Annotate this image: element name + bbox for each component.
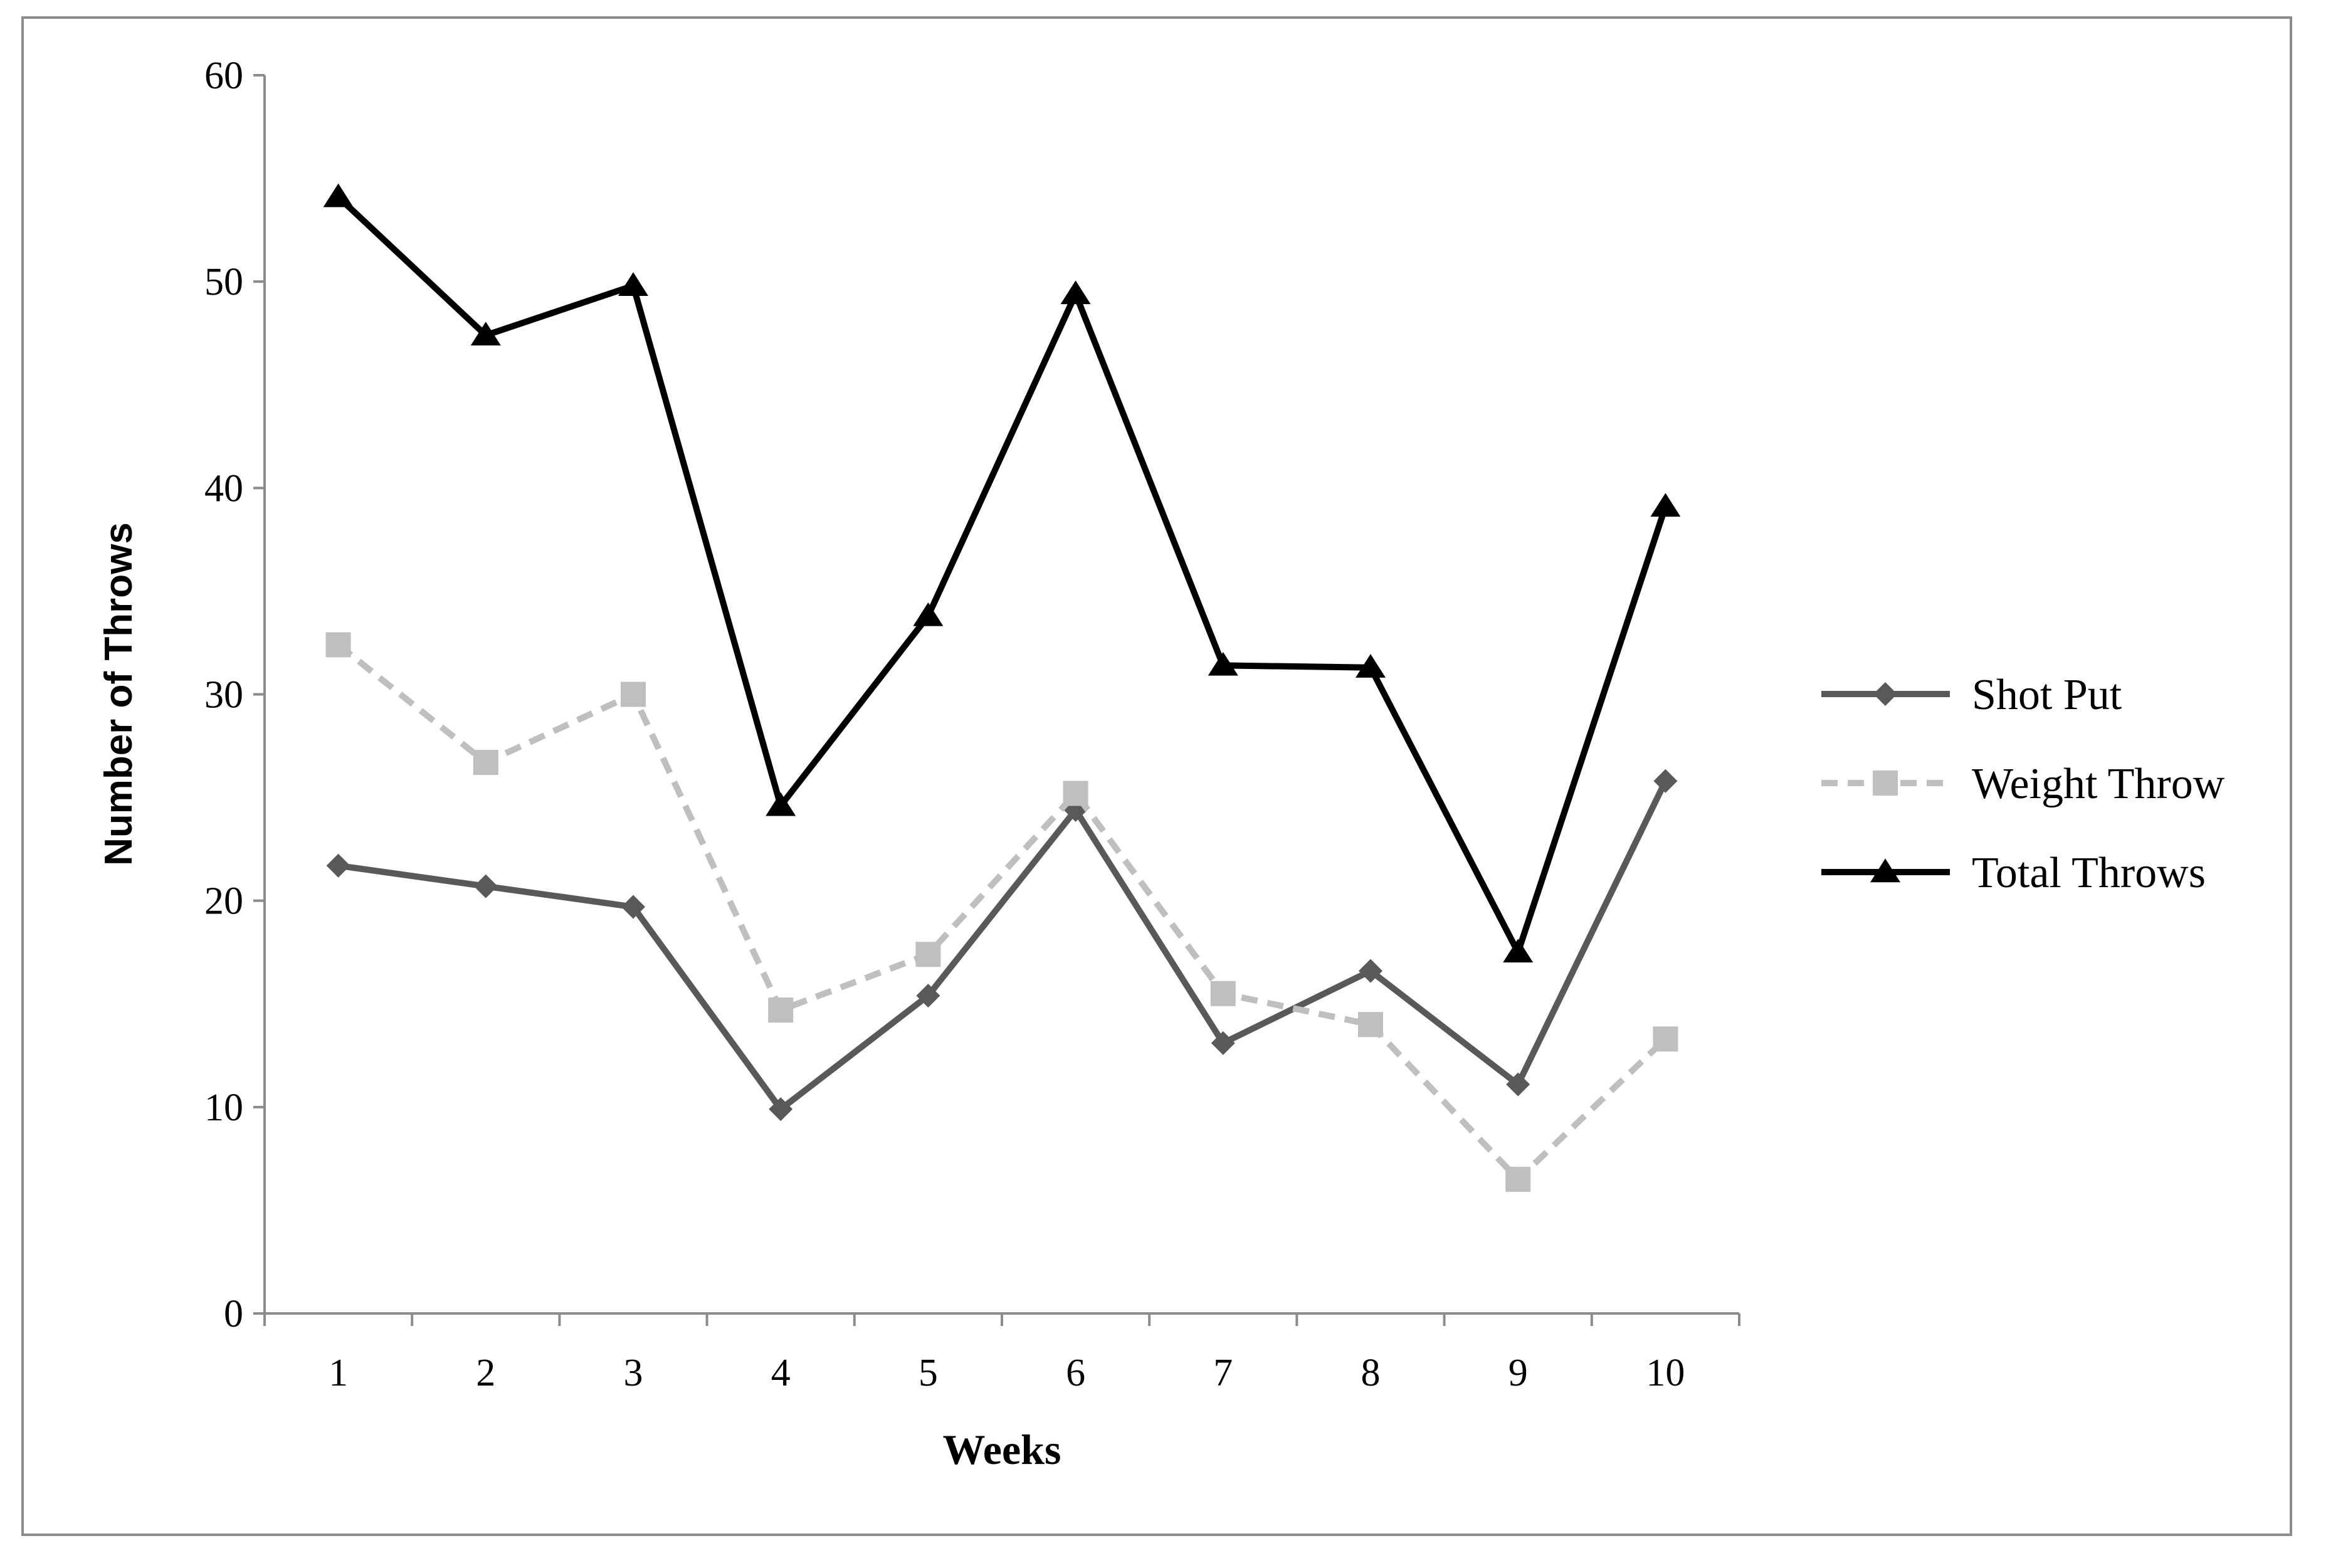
chart-frame xyxy=(21,16,2292,1536)
data-point-shot-put xyxy=(1506,1072,1530,1097)
data-point-weight-throw xyxy=(621,681,646,707)
data-point-total-throws xyxy=(1060,280,1091,305)
legend-label-shot-put: Shot Put xyxy=(1972,671,2122,719)
y-tick-label: 20 xyxy=(204,880,243,923)
series-line-weight-throw xyxy=(336,642,1668,1183)
data-point-weight-throw xyxy=(473,750,498,776)
x-tick-label: 4 xyxy=(771,1352,791,1394)
data-point-total-throws xyxy=(1356,654,1386,678)
data-point-total-throws xyxy=(323,183,354,208)
data-point-weight-throw xyxy=(1358,1012,1383,1038)
series-weight-throw xyxy=(325,632,1678,1192)
x-axis-title: Weeks xyxy=(943,1426,1061,1473)
x-ticks: 1 2 3 4 5 6 7 8 9 10 xyxy=(263,1313,1740,1394)
legend-marker-shot-put xyxy=(1873,682,1897,706)
data-point-weight-throw xyxy=(768,997,794,1023)
series-line-total-throws xyxy=(336,194,1669,955)
data-point-total-throws xyxy=(1503,939,1534,963)
x-tick-label: 9 xyxy=(1508,1352,1528,1394)
axes xyxy=(263,75,1739,1315)
data-point-total-throws xyxy=(913,602,944,626)
y-tick-label: 10 xyxy=(204,1087,243,1129)
y-tick-label: 40 xyxy=(204,467,243,510)
data-point-shot-put xyxy=(326,853,350,878)
data-point-shot-put xyxy=(473,874,498,898)
x-tick-label: 6 xyxy=(1066,1352,1085,1394)
y-tick-label: 0 xyxy=(224,1293,243,1335)
data-point-total-throws xyxy=(1650,493,1681,517)
legend-label-total-throws: Total Throws xyxy=(1972,849,2206,897)
y-tick-label: 30 xyxy=(204,674,243,717)
x-tick-label: 1 xyxy=(329,1352,348,1394)
data-point-weight-throw xyxy=(325,632,351,658)
legend-item-shot-put: Shot Put xyxy=(1821,671,2122,719)
x-tick-label: 5 xyxy=(919,1352,938,1394)
data-point-weight-throw xyxy=(915,942,941,967)
data-point-shot-put xyxy=(1653,769,1678,793)
x-tick-label: 10 xyxy=(1646,1352,1685,1394)
data-point-shot-put xyxy=(621,895,645,919)
data-point-shot-put xyxy=(769,1097,793,1122)
x-tick-label: 7 xyxy=(1213,1352,1233,1394)
data-point-total-throws xyxy=(1208,651,1238,676)
data-point-total-throws xyxy=(618,272,648,296)
data-point-weight-throw xyxy=(1653,1026,1678,1052)
data-point-shot-put xyxy=(1359,959,1382,983)
legend-marker-weight-throw xyxy=(1873,771,1898,796)
y-tick-label: 60 xyxy=(204,55,243,97)
y-tick-label: 50 xyxy=(204,261,243,303)
series-total-throws xyxy=(323,183,1681,963)
data-point-weight-throw xyxy=(1063,781,1088,806)
data-point-weight-throw xyxy=(1505,1167,1531,1192)
series xyxy=(323,183,1681,1192)
legend-marker-total-throws xyxy=(1870,858,1900,883)
y-ticks: 0 10 20 30 40 50 60 xyxy=(204,55,265,1335)
legend: Shot Put Weight Throw Total Throws xyxy=(1821,671,2225,897)
data-point-total-throws xyxy=(470,322,501,345)
series-shot-put xyxy=(326,769,1678,1122)
x-tick-label: 3 xyxy=(624,1352,643,1394)
legend-item-total-throws: Total Throws xyxy=(1821,849,2206,897)
x-tick-label: 8 xyxy=(1361,1352,1381,1394)
data-point-total-throws xyxy=(766,792,796,816)
series-line-shot-put xyxy=(337,779,1668,1113)
data-point-weight-throw xyxy=(1210,981,1236,1006)
legend-label-weight-throw: Weight Throw xyxy=(1972,760,2225,808)
data-point-shot-put xyxy=(1211,1031,1235,1055)
x-tick-label: 2 xyxy=(476,1352,495,1394)
y-axis-title: Number of Throws xyxy=(97,522,140,866)
legend-item-weight-throw: Weight Throw xyxy=(1821,760,2225,808)
data-point-shot-put xyxy=(916,984,940,1008)
